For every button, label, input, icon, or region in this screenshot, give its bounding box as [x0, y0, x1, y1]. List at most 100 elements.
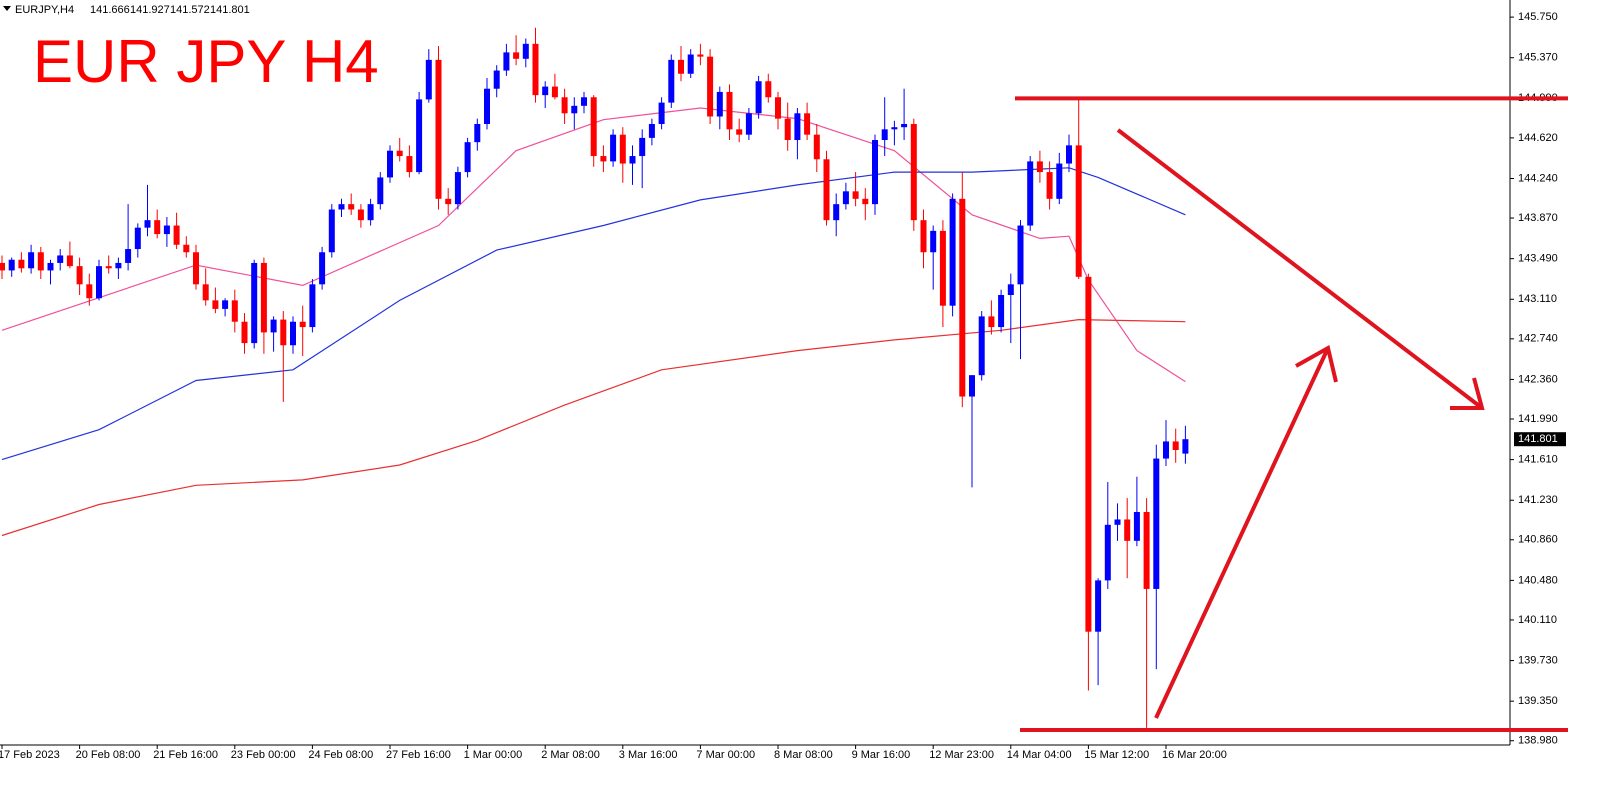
candle-body: [377, 177, 384, 205]
candle-body: [610, 134, 617, 162]
candle-body: [290, 321, 296, 346]
y-tick-label: 141.610: [1518, 454, 1558, 466]
candle-body: [202, 284, 209, 301]
candle-body: [144, 220, 151, 228]
candle-body: [66, 255, 73, 267]
candle-body: [416, 99, 423, 173]
y-tick-label: 140.480: [1518, 574, 1558, 586]
candle-body: [241, 321, 248, 344]
candle-body: [18, 259, 25, 269]
candle-body: [639, 137, 646, 157]
candle-body: [1114, 519, 1121, 525]
candle-body: [231, 300, 238, 322]
candle-body: [357, 209, 364, 221]
candle-body: [551, 86, 558, 98]
candle-body: [28, 252, 35, 269]
candle-body: [1163, 441, 1169, 459]
candle-body: [784, 118, 791, 141]
candle-body: [910, 123, 917, 221]
candle-body: [328, 209, 335, 253]
y-tick-label: 139.350: [1518, 695, 1558, 707]
candle-body: [47, 262, 54, 271]
current-price: 141.801: [1518, 433, 1558, 445]
y-tick-label: 141.990: [1518, 413, 1558, 425]
candle-body: [852, 191, 859, 199]
candle-body: [978, 316, 985, 376]
candle-body: [367, 204, 374, 221]
candle-body: [629, 156, 636, 164]
candle-body: [891, 127, 898, 130]
x-tick-label: 8 Mar 08:00: [774, 749, 833, 761]
low: 141.572: [170, 4, 210, 16]
close: 141.801: [210, 4, 250, 16]
chart-title: EUR JPY H4: [33, 28, 379, 95]
candle-body: [842, 191, 849, 205]
candle-body: [454, 172, 461, 205]
candle-body: [406, 156, 413, 173]
candle-body: [755, 81, 762, 114]
arrow-up-head: [1295, 344, 1338, 383]
price-tag: [1514, 432, 1566, 447]
candle-body: [338, 204, 345, 210]
candle-body: [726, 91, 733, 130]
candle-body: [590, 97, 597, 157]
y-tick-label: 145.370: [1518, 52, 1558, 64]
candle-body: [1104, 524, 1111, 581]
candle-body: [988, 316, 995, 328]
candle-body: [1046, 172, 1053, 199]
candle-body: [1153, 458, 1160, 589]
candle-body: [134, 227, 141, 250]
candle-body: [319, 252, 326, 285]
y-tick-label: 142.740: [1518, 333, 1558, 345]
candle-body: [542, 86, 549, 96]
candle-body: [1133, 511, 1140, 541]
candle-body: [86, 284, 93, 299]
candle-body: [1066, 145, 1072, 164]
candle-body: [513, 52, 520, 59]
y-tick-label: 143.110: [1518, 293, 1557, 305]
candle-body: [154, 220, 161, 235]
candle-body: [1036, 161, 1043, 173]
y-tick-label: 139.730: [1518, 654, 1558, 666]
candle-body: [823, 159, 830, 221]
x-tick-label: 9 Mar 16:00: [852, 749, 911, 761]
candle-body: [1124, 519, 1131, 541]
x-tick-label: 24 Feb 08:00: [308, 749, 373, 761]
candle-body: [163, 225, 170, 235]
y-tick-label: 141.230: [1518, 494, 1558, 506]
candle-body: [484, 88, 490, 124]
arrow-down: [1116, 128, 1484, 410]
candle-body: [493, 70, 500, 89]
candle-body: [105, 266, 112, 269]
candle-body: [270, 319, 277, 333]
candle-body: [309, 284, 316, 328]
x-tick-label: 27 Feb 16:00: [386, 749, 451, 761]
candle-body: [115, 262, 122, 269]
candle-body: [581, 97, 587, 106]
x-tick-label: 17 Feb 2023: [0, 749, 60, 761]
candle-body: [260, 262, 267, 333]
candle-body: [435, 59, 442, 199]
candle-body: [561, 97, 568, 114]
candle-body: [949, 198, 956, 306]
arrow-down-head: [1450, 377, 1485, 410]
candle-body: [532, 43, 539, 96]
open: 141.666: [90, 4, 130, 16]
x-tick-label: 16 Mar 20:00: [1162, 749, 1227, 761]
y-tick-label: 144.620: [1518, 132, 1558, 144]
candle-body: [678, 59, 684, 74]
candle-body: [1017, 225, 1024, 285]
candle-body: [1172, 441, 1179, 450]
candle-body: [881, 129, 888, 141]
candle-body: [8, 259, 15, 271]
x-tick-label: 20 Feb 08:00: [76, 749, 141, 761]
candle-body: [648, 123, 655, 138]
candle-body: [794, 113, 801, 141]
candle-body: [1182, 439, 1189, 454]
arrows: [1116, 128, 1485, 719]
candle-body: [1085, 276, 1092, 632]
x-tick-label: 3 Mar 16:00: [619, 749, 678, 761]
symbol: EURJPY,H4: [15, 4, 74, 16]
candle-body: [1027, 161, 1034, 226]
